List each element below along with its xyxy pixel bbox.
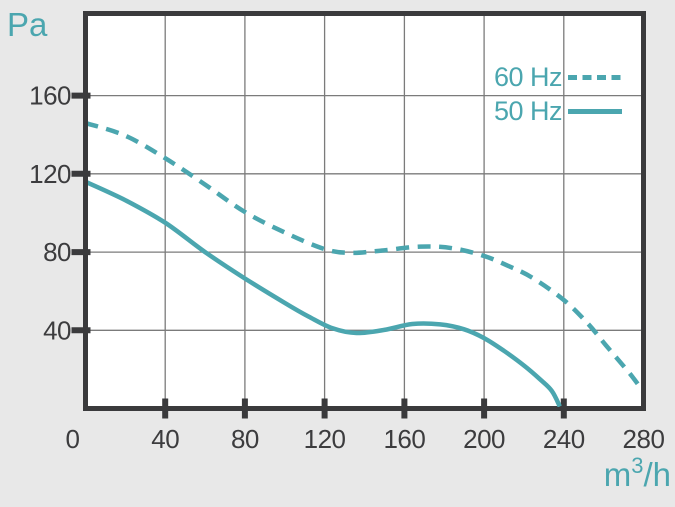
plot-background xyxy=(85,13,644,409)
x-tick-label: 200 xyxy=(463,424,505,454)
x-tick-label: 120 xyxy=(304,424,346,454)
x-tick-label: 80 xyxy=(231,424,259,454)
axis-border xyxy=(83,11,646,411)
y-tick-label: 80 xyxy=(43,237,71,267)
x-unit-superscript: 3 xyxy=(631,453,644,478)
y-tick-label: 160 xyxy=(29,81,71,111)
legend-dashed-line-sample xyxy=(568,74,622,80)
curve-60-hz xyxy=(88,121,641,393)
curve-50-hz xyxy=(88,180,562,407)
x-tick-label: 240 xyxy=(543,424,585,454)
y-tick-label: 40 xyxy=(43,315,71,345)
legend-item-60hz: 60 Hz xyxy=(456,60,622,94)
legend: 60 Hz 50 Hz xyxy=(456,60,622,128)
x-tick-label: 280 xyxy=(623,424,665,454)
legend-item-50hz: 50 Hz xyxy=(456,94,622,128)
x-tick-label: 40 xyxy=(151,424,179,454)
x-axis-unit-label: m3/h xyxy=(604,451,671,503)
x-unit-base: m xyxy=(603,456,632,493)
y-tick-label: 120 xyxy=(29,159,71,189)
x-tick-label: 160 xyxy=(383,424,425,454)
y-axis-unit-label: Pa xyxy=(7,6,48,43)
legend-solid-line-sample xyxy=(568,108,622,114)
x-unit-rest: /h xyxy=(643,456,671,493)
x-tick-label: 0 xyxy=(66,424,80,454)
legend-label-50hz: 50 Hz xyxy=(493,95,563,126)
legend-label-60hz: 60 Hz xyxy=(493,61,563,92)
